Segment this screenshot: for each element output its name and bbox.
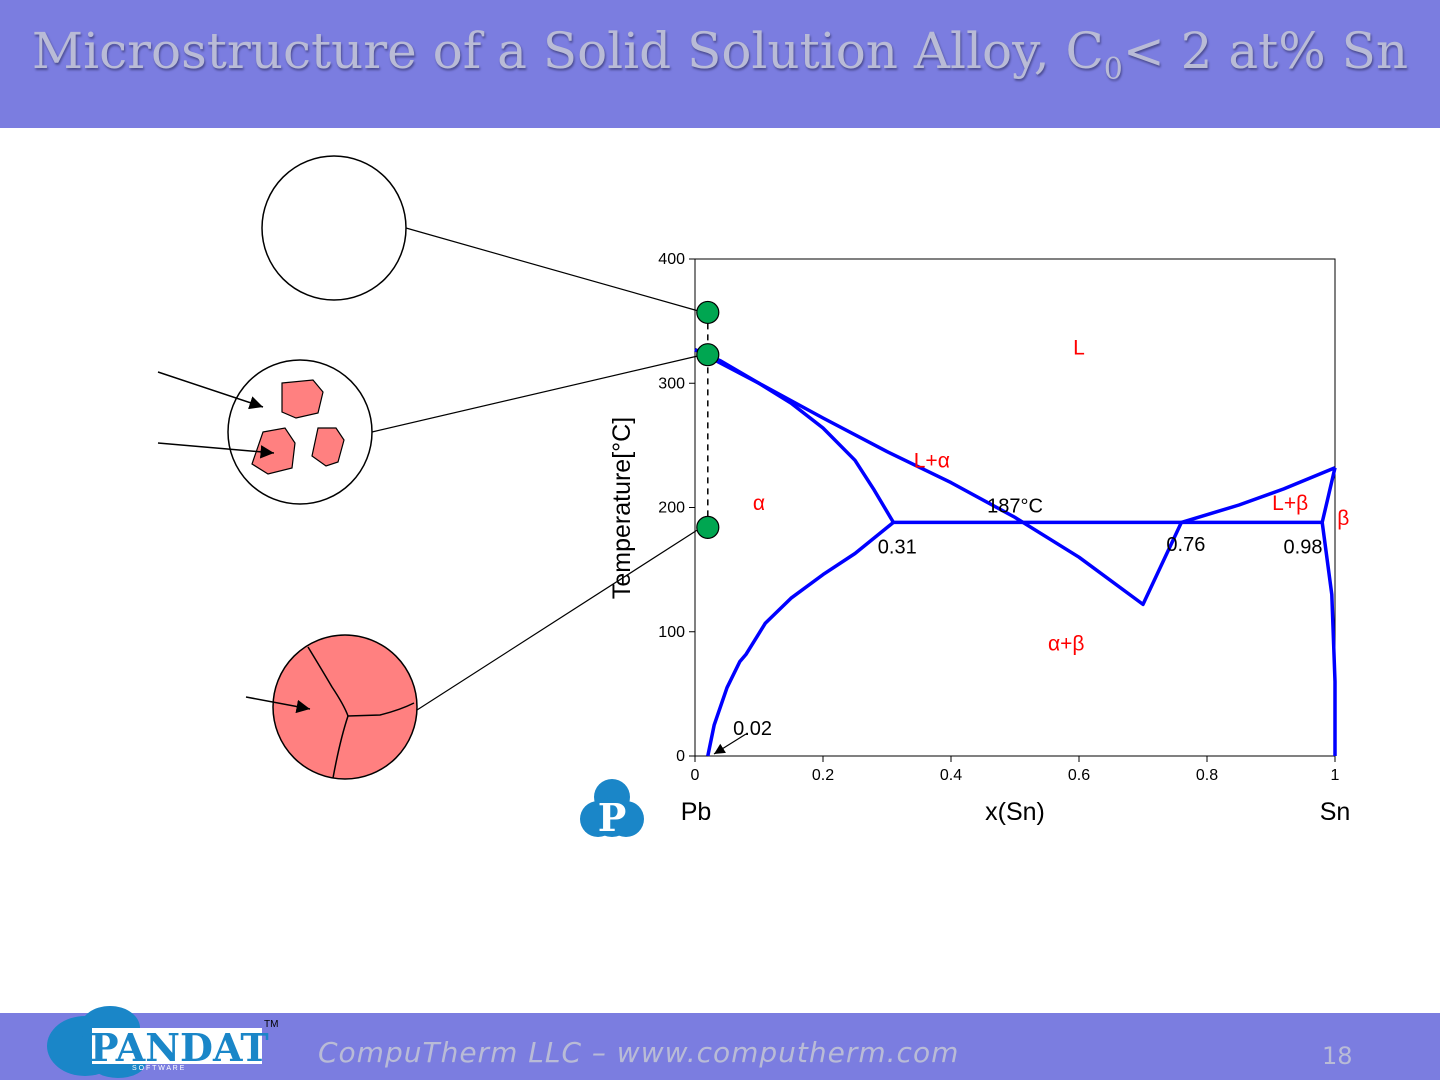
alloy-point-0 [696,300,720,325]
y-tick-label-2: 200 [658,500,685,517]
curve-solidus-alpha [694,348,895,524]
phase-label-0: L [1073,337,1085,360]
grain-3 [311,427,345,467]
x-tick-label-1: 0.2 [812,767,834,784]
annotation-3: 0.98 [1284,536,1323,558]
slide-title: Microstructure of a Solid Solution Alloy… [31,22,1409,87]
arrow-grain-boundary [245,696,311,714]
microstructure-nucleation [227,359,373,505]
annotation-4: 0.02 [733,718,772,740]
annotation-0: 187°C [987,495,1043,517]
slide-header [0,0,1440,128]
footer-company-url: CompuTherm LLC – www.computherm.com [318,1036,960,1069]
connector-liquid [405,227,703,313]
svg-text:P: P [598,795,627,840]
x-tick-label-2: 0.4 [940,767,962,784]
page-number: 18 [1322,1042,1353,1070]
grain-1 [281,379,324,419]
arrow-grain-1 [157,371,264,410]
connector-polycrystal [416,526,703,711]
x-tick-label-0: 0 [691,767,700,784]
x-tick-label-4: 0.8 [1196,767,1218,784]
curve-solvus-alpha [706,521,895,757]
y-tick-label-1: 100 [658,624,685,641]
phase-label-1: L+α [914,450,950,473]
x-end-label-sn: Sn [1320,798,1351,826]
axis-ticks: 0 0.2 0.4 0.6 0.8 1 0 100 200 300 400 [658,251,1339,784]
phase-label-2: α [753,492,765,515]
connector-nucleation [371,354,703,433]
microstructure-liquid [261,155,407,301]
y-tick-label-3: 300 [658,375,685,392]
y-tick-label-0: 0 [676,748,685,765]
y-tick-label-4: 400 [658,251,685,268]
alloy-point-2 [696,515,720,539]
composition-annotations: 187°C 0.31 0.76 0.98 0.02 [733,495,1322,739]
x-axis-label: x(Sn) [985,798,1045,826]
x-tick-label-3: 0.6 [1068,767,1090,784]
annotation-1: 0.31 [878,536,917,558]
alloy-points [696,300,720,539]
alloy-point-1 [696,343,720,367]
curve-solidus-beta [1320,467,1337,523]
y-axis-label: Temperature[°C] [608,417,636,599]
arrow-002 [713,733,747,755]
arrow-grain-2 [157,442,275,459]
x-end-label-pb: Pb [681,798,712,826]
phase-label-3: L+β [1272,492,1308,515]
phase-label-4: β [1337,507,1349,530]
curve-solvus-beta [1320,522,1337,756]
phase-label-5: α+β [1048,632,1084,655]
microstructure-polycrystal [272,634,418,780]
phase-boundaries [694,348,1337,757]
annotation-2: 0.76 [1166,534,1205,556]
curve-liquidus-right [1180,466,1336,525]
phase-labels: L L+α α L+β β α+β [753,337,1349,656]
x-tick-label-5: 1 [1331,767,1340,784]
pandat-p-logo: P [580,779,644,840]
